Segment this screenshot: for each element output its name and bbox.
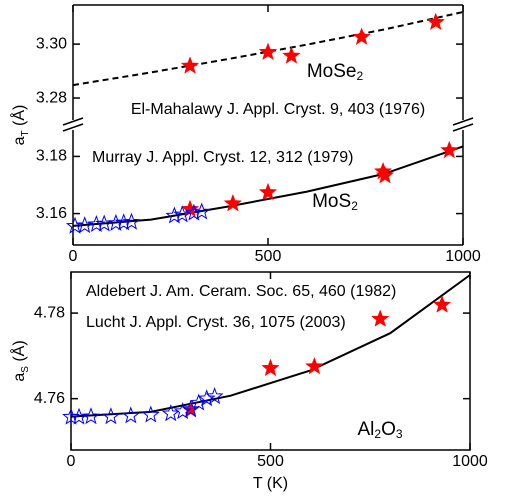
star-marker — [305, 356, 324, 375]
axis-break — [62, 123, 84, 132]
x-axis-title: T (K) — [253, 475, 288, 492]
subscript: 3 — [396, 427, 403, 441]
star-marker — [258, 182, 278, 201]
star-marker — [205, 387, 224, 405]
y-tick-label: 3.30 — [36, 35, 67, 52]
star-marker — [371, 309, 390, 327]
star-marker — [181, 400, 200, 417]
star-marker — [114, 213, 133, 231]
star-marker — [122, 212, 141, 230]
legend-label: El-Mahalawy J. Appl. Cryst. 9, 403 (1976… — [131, 101, 425, 118]
star-marker — [440, 140, 459, 159]
label-part: MoSe — [307, 61, 357, 82]
y-tick-label: 3.18 — [36, 148, 67, 165]
label-part: (Å) — [9, 340, 28, 366]
star-marker — [352, 27, 371, 45]
y-tick-label: 4.76 — [34, 390, 65, 407]
star-marker — [282, 46, 301, 64]
x-tick-label: 0 — [67, 453, 76, 470]
label: MoSe2 — [307, 61, 364, 83]
star-marker — [141, 405, 160, 423]
label-part: (Å) — [9, 105, 28, 131]
subscript: S — [20, 366, 31, 373]
label-part: Al — [357, 419, 374, 440]
label-part: a — [11, 136, 28, 145]
label: aT (Å) — [9, 105, 30, 146]
star-marker — [223, 193, 243, 212]
star-marker — [121, 406, 140, 424]
fit-line — [70, 274, 471, 418]
x-tick-label: 1000 — [445, 248, 481, 265]
star-marker — [101, 407, 120, 425]
star-marker — [184, 203, 203, 221]
subscript: 2 — [351, 199, 358, 213]
star-marker — [189, 393, 208, 411]
star-marker — [65, 216, 84, 234]
y-tick-label: 3.28 — [36, 89, 67, 106]
star-marker — [426, 12, 445, 31]
axis-break — [452, 117, 474, 126]
star-marker — [173, 402, 192, 420]
star-marker — [375, 165, 395, 184]
star-marker — [106, 213, 125, 231]
star-marker — [261, 358, 280, 377]
star-marker — [165, 206, 184, 224]
x-tick-label: 1000 — [452, 453, 488, 470]
y-tick-label: 3.16 — [36, 205, 67, 222]
axis-break — [62, 117, 84, 126]
x-tick-label: 500 — [257, 453, 284, 470]
star-marker — [258, 42, 278, 61]
star-marker — [432, 295, 452, 313]
star-marker — [95, 214, 114, 232]
x-tick-label: 0 — [69, 248, 78, 265]
axis-break — [452, 123, 474, 132]
star-marker — [197, 389, 216, 407]
axis-break-gap — [452, 120, 474, 130]
legend-label: Lucht J. Appl. Cryst. 36, 1075 (2003) — [86, 314, 346, 331]
legend-label: Murray J. Appl. Cryst. 12, 312 (1979) — [92, 149, 353, 166]
star-marker — [161, 404, 180, 422]
subscript: 2 — [374, 427, 381, 441]
fit-line — [72, 11, 464, 87]
star-marker — [87, 214, 106, 233]
subscript: 2 — [356, 69, 363, 83]
x-tick-label: 500 — [255, 248, 282, 265]
legend-label: Aldebert J. Am. Ceram. Soc. 65, 460 (198… — [86, 283, 396, 300]
label-part: a — [11, 373, 28, 382]
y-tick-label: 4.78 — [34, 304, 65, 321]
subscript: T — [20, 130, 31, 136]
axis-break-gap — [62, 120, 84, 130]
label: MoS2 — [312, 191, 358, 213]
star-marker — [180, 56, 200, 74]
star-marker — [81, 407, 100, 425]
label: aS (Å) — [9, 340, 30, 381]
star-marker — [192, 202, 211, 220]
label: Al2O3 — [357, 419, 402, 441]
label-part: O — [381, 419, 396, 440]
label-part: MoS — [312, 191, 351, 212]
